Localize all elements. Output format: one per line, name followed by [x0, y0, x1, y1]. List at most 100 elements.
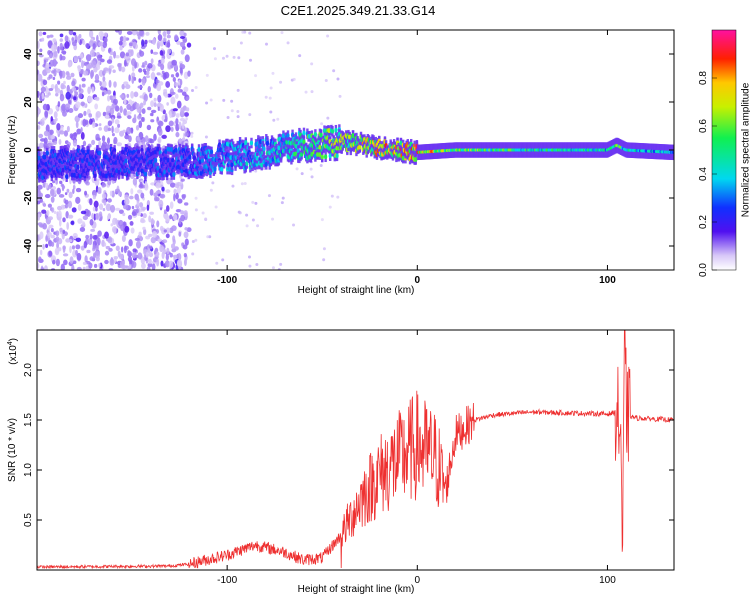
spectrogram-cell	[39, 138, 46, 142]
spectrogram-cell	[109, 190, 113, 197]
spectrogram-cell	[122, 129, 126, 133]
spectrogram-cell	[37, 262, 40, 270]
spectrogram-cell	[49, 59, 55, 66]
spectrogram-cell	[128, 135, 132, 143]
spectrogram-cell	[170, 243, 176, 250]
spectrogram-cell	[91, 139, 96, 146]
spectrogram-cell	[163, 248, 167, 255]
spectrogram-cell	[292, 77, 296, 81]
spectrogram-cell	[97, 187, 102, 193]
spectrogram-cell	[106, 137, 111, 145]
spectrogram-cell	[37, 41, 40, 49]
spectrogram-cell	[322, 258, 326, 262]
spectrogram-cell	[85, 42, 90, 49]
spectrogram-cell	[42, 103, 48, 111]
snr-multiplier-exp: 4	[7, 341, 14, 345]
spectrogram-cell	[95, 133, 100, 141]
spectrogram-cell	[194, 196, 198, 200]
spectrogram-cell	[227, 152, 231, 158]
spectrogram-cell	[137, 85, 143, 89]
spectrogram-cell	[164, 260, 170, 268]
spectrogram-cell	[64, 192, 68, 196]
spectrogram-cell	[171, 225, 177, 232]
snr-border	[36, 329, 675, 571]
spectrogram-cell	[165, 227, 171, 234]
spectrogram-cell	[37, 90, 40, 98]
spectrogram-cell	[143, 99, 147, 106]
spectrogram-cell	[81, 83, 86, 88]
spectrogram-cell	[324, 78, 328, 82]
spectrogram-cell	[59, 54, 63, 61]
spectrogram-cell	[286, 41, 290, 45]
spectrogram-cell	[102, 207, 106, 212]
spectrogram-cell	[150, 236, 156, 244]
spectrogram-cell	[60, 263, 65, 270]
spectrogram-cell	[165, 205, 170, 212]
spectrogram-cell	[309, 167, 313, 171]
spectrogram-cell	[95, 185, 99, 193]
y-tick-label: 0	[23, 147, 34, 153]
spectrogram-cell	[48, 250, 53, 257]
spectrogram-cell	[175, 113, 180, 118]
spectrogram-cell	[55, 230, 60, 237]
spectrogram-cell	[414, 157, 418, 162]
spectrogram-cell	[45, 235, 48, 242]
spectrogram-cell	[53, 118, 57, 124]
spectrogram-cell	[135, 125, 140, 131]
spectrogram-cell	[141, 78, 146, 86]
spectrogram-cell	[123, 55, 129, 60]
spectrogram-cell	[281, 196, 285, 200]
spectrogram-cell	[181, 121, 185, 130]
spectrogram-cell	[150, 219, 156, 225]
spectrogram-cell	[209, 98, 213, 102]
spectrogram-cell	[186, 42, 192, 48]
spectrogram-cell	[190, 131, 194, 135]
spectrogram-cell	[58, 219, 62, 227]
spectrogram-cell	[131, 205, 135, 210]
spectrogram-cell	[62, 253, 69, 257]
spectrogram-cell	[82, 39, 86, 46]
spectrogram-cell	[131, 75, 135, 84]
spectrogram-cell	[262, 166, 266, 170]
spectrogram-cell	[238, 211, 242, 215]
spectrogram-cell	[55, 105, 59, 110]
spectrogram-cell	[66, 72, 70, 77]
spectrogram-cell	[91, 212, 94, 220]
spectrogram-cell	[179, 35, 186, 40]
spectrogram-cell	[185, 96, 190, 101]
spectrogram-cell	[232, 55, 236, 59]
spectrogram-cell	[47, 92, 51, 96]
spectrogram-cell	[92, 194, 96, 200]
spectrogram-cell	[172, 235, 176, 243]
spectrogram-cell	[180, 214, 186, 222]
spectrogram-cell	[140, 117, 145, 122]
spectrogram-cell	[211, 156, 215, 162]
spectrogram-cell	[102, 41, 108, 49]
spectrogram-cell	[153, 133, 157, 141]
spectrogram-cell	[304, 90, 308, 94]
spectrogram-cell	[244, 140, 248, 145]
spectrogram-cell	[82, 215, 89, 221]
x-tick-label: -100	[217, 275, 237, 286]
spectrogram-cell	[184, 132, 189, 137]
spectrogram-cell	[149, 211, 154, 215]
spectrogram-cell	[62, 185, 66, 190]
spectrogram-cell	[101, 193, 107, 200]
spectrogram-cell	[59, 93, 65, 102]
spectrogram-cell	[55, 236, 60, 243]
spectrogram-cell	[59, 38, 63, 42]
spectrogram-cell	[92, 244, 96, 250]
spectrogram-plot: -100 0 100 -40 -20 0 20 40 Height of straight …	[7, 29, 675, 296]
spectrogram-cell	[237, 56, 241, 60]
spectrogram-cell	[78, 84, 82, 92]
spectrogram-cell	[165, 172, 169, 178]
spectrogram-cell	[131, 30, 138, 36]
spectrogram-cell	[54, 87, 61, 94]
spectrogram-cell	[132, 261, 137, 269]
spectrogram-cell	[271, 71, 275, 75]
spectrogram-cell	[226, 116, 230, 120]
spectrogram-cell	[80, 210, 87, 215]
spectrogram-cell	[118, 209, 124, 214]
spectrogram-cell	[80, 245, 85, 251]
